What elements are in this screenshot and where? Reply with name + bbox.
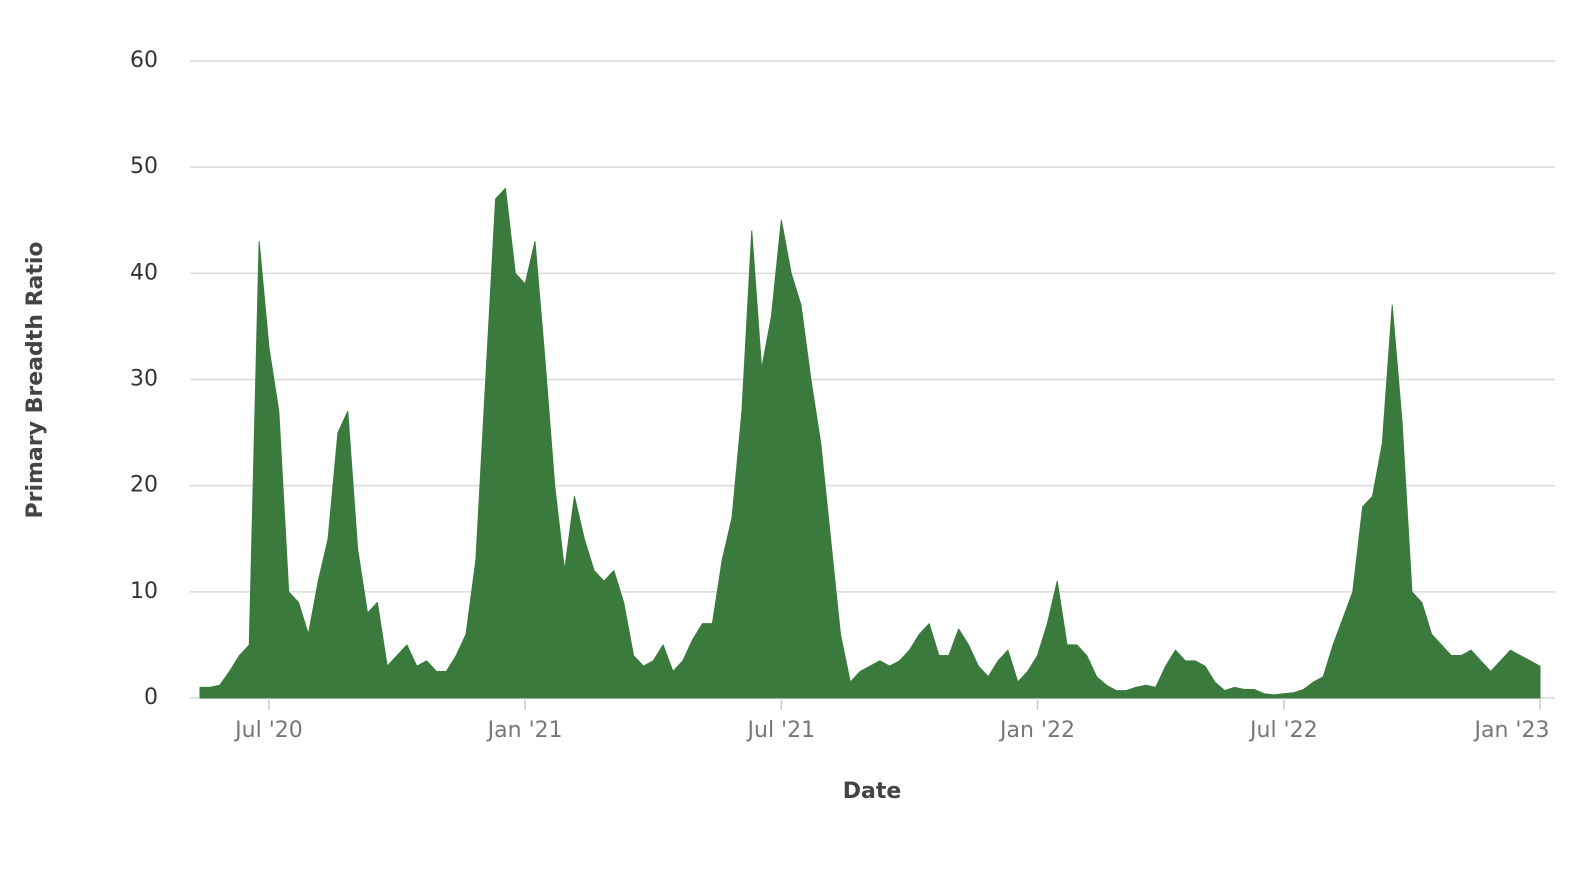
area [199,187,1541,699]
y-tick-label: 30 [130,367,158,392]
x-tick-label: Jan '23 [1473,718,1550,743]
x-tick-label: Jan '21 [486,718,563,743]
y-tick-label: 10 [130,579,158,604]
x-tick-label: Jul '21 [746,718,816,743]
x-tick-label: Jul '22 [1248,718,1318,743]
y-axis-title: Primary Breadth Ratio [23,241,48,518]
x-axis-title: Date [843,779,902,804]
y-tick-label: 60 [130,48,158,73]
y-tick-label: 50 [130,154,158,179]
x-tick-label: Jul '20 [233,718,303,743]
y-tick-label: 0 [144,685,158,710]
x-tick-label: Jan '22 [998,718,1075,743]
y-tick-label: 20 [130,473,158,498]
y-tick-label: 40 [130,260,158,285]
